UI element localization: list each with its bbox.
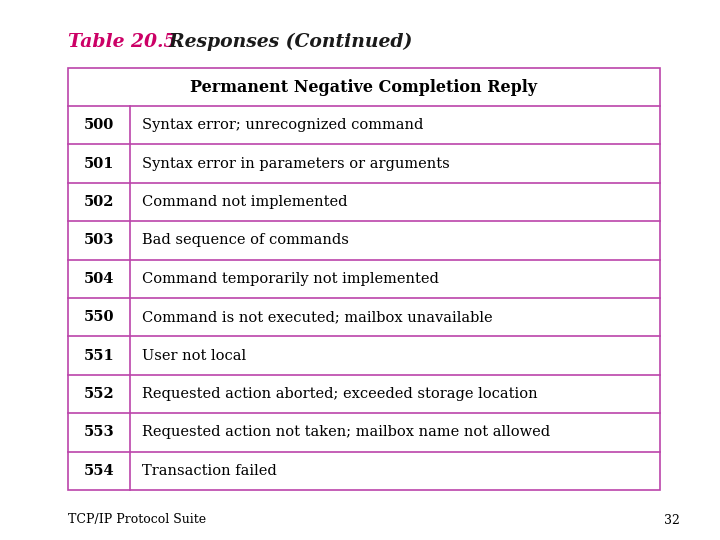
Text: Permanent Negative Completion Reply: Permanent Negative Completion Reply — [191, 78, 538, 96]
Text: 32: 32 — [664, 514, 680, 526]
Text: Bad sequence of commands: Bad sequence of commands — [142, 233, 349, 247]
Text: Syntax error; unrecognized command: Syntax error; unrecognized command — [142, 118, 423, 132]
Text: 553: 553 — [84, 426, 114, 440]
Text: 504: 504 — [84, 272, 114, 286]
Text: 552: 552 — [84, 387, 114, 401]
Text: 501: 501 — [84, 157, 114, 171]
Text: Transaction failed: Transaction failed — [142, 464, 276, 478]
Text: 502: 502 — [84, 195, 114, 209]
Text: 554: 554 — [84, 464, 114, 478]
Text: Table 20.5: Table 20.5 — [68, 33, 176, 51]
Text: 500: 500 — [84, 118, 114, 132]
Text: Command not implemented: Command not implemented — [142, 195, 348, 209]
Text: 551: 551 — [84, 349, 114, 362]
Text: Responses (Continued): Responses (Continued) — [156, 33, 413, 51]
Text: Syntax error in parameters or arguments: Syntax error in parameters or arguments — [142, 157, 450, 171]
Text: Requested action not taken; mailbox name not allowed: Requested action not taken; mailbox name… — [142, 426, 550, 440]
Text: Requested action aborted; exceeded storage location: Requested action aborted; exceeded stora… — [142, 387, 538, 401]
Text: 550: 550 — [84, 310, 114, 324]
Text: Command temporarily not implemented: Command temporarily not implemented — [142, 272, 439, 286]
Text: Command is not executed; mailbox unavailable: Command is not executed; mailbox unavail… — [142, 310, 492, 324]
Text: TCP/IP Protocol Suite: TCP/IP Protocol Suite — [68, 514, 206, 526]
Text: User not local: User not local — [142, 349, 246, 362]
Text: 503: 503 — [84, 233, 114, 247]
Bar — [68, 68, 660, 490]
